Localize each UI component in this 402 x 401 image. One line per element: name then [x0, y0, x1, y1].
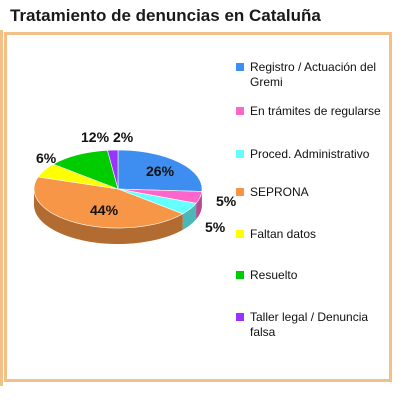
- legend-swatch: [236, 150, 244, 158]
- pie-slice-seprona: [33, 176, 184, 229]
- legend-label: Taller legal / Denuncia falsa: [250, 310, 369, 339]
- data-label-registro-actuacion-del-gremi: 26%: [146, 163, 175, 179]
- data-label-faltan-datos: 6%: [36, 150, 57, 166]
- legend-swatch: [236, 271, 244, 279]
- legend-label: Proced. Administrativo: [250, 147, 370, 161]
- legend-label: Faltan datos: [250, 227, 317, 241]
- legend-label: Resuelto: [250, 268, 298, 282]
- pie-side-seprona: [34, 189, 183, 245]
- legend-swatch: [236, 313, 244, 321]
- pie-slice-registro-actuacion-del-gremi: [117, 149, 203, 192]
- data-label-taller-legal-denuncia-falsa: 2%: [113, 129, 134, 145]
- legend-label: Registro / Actuación del Gremi: [250, 60, 377, 89]
- pie-slice-resuelto: [52, 149, 119, 190]
- legend-swatch: [236, 188, 244, 196]
- left-border: [0, 30, 3, 386]
- legend-swatch: [236, 63, 244, 71]
- chart-title: Tratamiento de denuncias en Cataluña: [10, 6, 321, 25]
- pie-slice-taller-legal-denuncia-falsa: [107, 149, 119, 190]
- data-label-resuelto: 12%: [81, 129, 110, 145]
- legend-label: En trámites de regularse: [250, 104, 381, 118]
- data-label-en-tramites-de-regularse: 5%: [216, 193, 237, 209]
- pie-side-en-tramites-de-regularse: [196, 191, 202, 220]
- legend-swatch: [236, 107, 244, 115]
- chart-frame: [4, 32, 392, 382]
- data-label-proced-administrativo: 5%: [205, 219, 226, 235]
- pie-side-proced-administrativo: [182, 203, 197, 230]
- data-label-seprona: 44%: [90, 202, 119, 218]
- legend-swatch: [236, 230, 244, 238]
- legend-label: SEPRONA: [250, 185, 309, 199]
